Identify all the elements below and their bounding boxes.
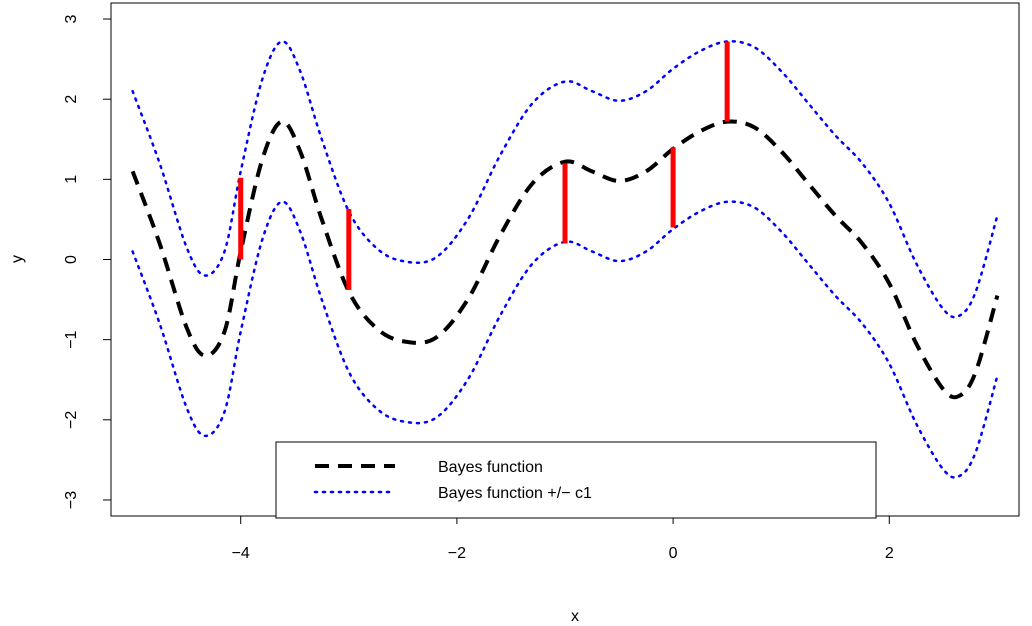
series-line-bayes-function bbox=[130, 119, 1000, 400]
y-tick-label: 0 bbox=[63, 255, 80, 264]
series-line-upper-band bbox=[131, 40, 999, 319]
y-tick-label: 2 bbox=[63, 95, 80, 104]
plot-frame bbox=[110, 2, 1020, 517]
x-tick-label: −4 bbox=[232, 545, 250, 562]
y-tick-label: 3 bbox=[63, 14, 80, 23]
x-tick-label: 0 bbox=[669, 545, 678, 562]
y-tick-label: −1 bbox=[63, 330, 80, 348]
x-tick-label: 2 bbox=[885, 545, 894, 562]
legend-label-bayes-function: Bayes function bbox=[438, 459, 543, 476]
x-tick-label: −2 bbox=[448, 545, 466, 562]
segment-layer bbox=[238, 41, 730, 290]
y-axis: −3 −2 −1 0 1 2 3 bbox=[63, 14, 112, 509]
series-line-lower-band bbox=[131, 200, 999, 479]
series-layer bbox=[130, 40, 1000, 479]
y-tick-label: −2 bbox=[63, 411, 80, 429]
x-axis: −4 −2 0 2 bbox=[232, 515, 894, 562]
legend: Bayes function Bayes function +/− c1 bbox=[275, 441, 877, 519]
y-tick-label: −3 bbox=[63, 491, 80, 509]
y-axis-title: y bbox=[9, 255, 26, 263]
legend-box bbox=[275, 441, 877, 519]
legend-label-bayes-function-c1: Bayes function +/− c1 bbox=[438, 485, 592, 502]
x-axis-title: x bbox=[571, 608, 579, 625]
plot-area bbox=[110, 2, 1020, 517]
y-tick-label: 1 bbox=[63, 175, 80, 184]
